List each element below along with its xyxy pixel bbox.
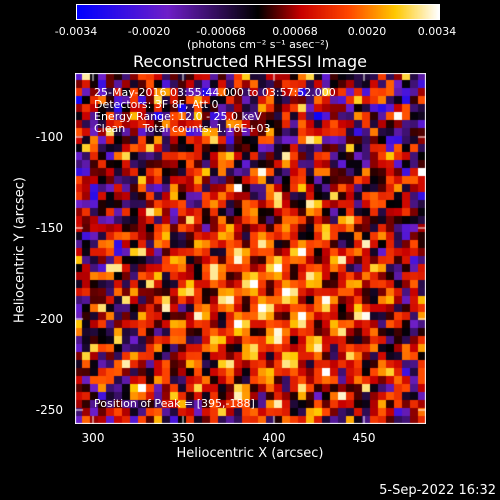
y-tick-label: -200 <box>35 312 63 326</box>
colorbar-tick: -0.0034 <box>54 25 98 38</box>
image-panel <box>75 73 426 424</box>
y-axis-label: Heliocentric Y (arcsec) <box>12 177 28 323</box>
colorbar-tick: 0.0034 <box>417 25 457 38</box>
energy-range-text: Energy Range: 12.0 - 25.0 keV <box>94 110 262 123</box>
y-tick-label: -250 <box>35 403 63 417</box>
x-axis-label: Heliocentric X (arcsec) <box>176 446 324 461</box>
colorbar-tick: 0.0020 <box>347 25 387 38</box>
clean-counts-text: Clean Total counts: 1.16E+03 <box>94 122 271 135</box>
colorbar-units: (photons cm⁻² s⁻¹ asec⁻²) <box>187 38 329 51</box>
x-tick-label: 350 <box>171 431 195 445</box>
time-range-text: 25-May-2016 03:55:44.000 to 03:57:52.000 <box>94 86 336 99</box>
colorbar <box>76 4 440 20</box>
colorbar-tick: 0.00068 <box>272 25 318 38</box>
detectors-text: Detectors: 3F 8F, Att 0 <box>94 98 219 111</box>
y-tick-label: -100 <box>35 130 63 144</box>
rhessi-image <box>75 73 426 424</box>
image-title: Reconstructed RHESSI Image <box>133 52 367 71</box>
peak-position-text: Position of Peak = [395,-188] <box>94 397 255 410</box>
x-tick-label: 450 <box>352 431 376 445</box>
y-tick-label: -150 <box>35 221 63 235</box>
x-tick-label: 400 <box>262 431 286 445</box>
colorbar-tick: -0.00068 <box>196 25 246 38</box>
colorbar-tick: -0.0020 <box>127 25 171 38</box>
x-tick-label: 300 <box>81 431 105 445</box>
plot-date: 5-Sep-2022 16:32 <box>379 483 496 498</box>
